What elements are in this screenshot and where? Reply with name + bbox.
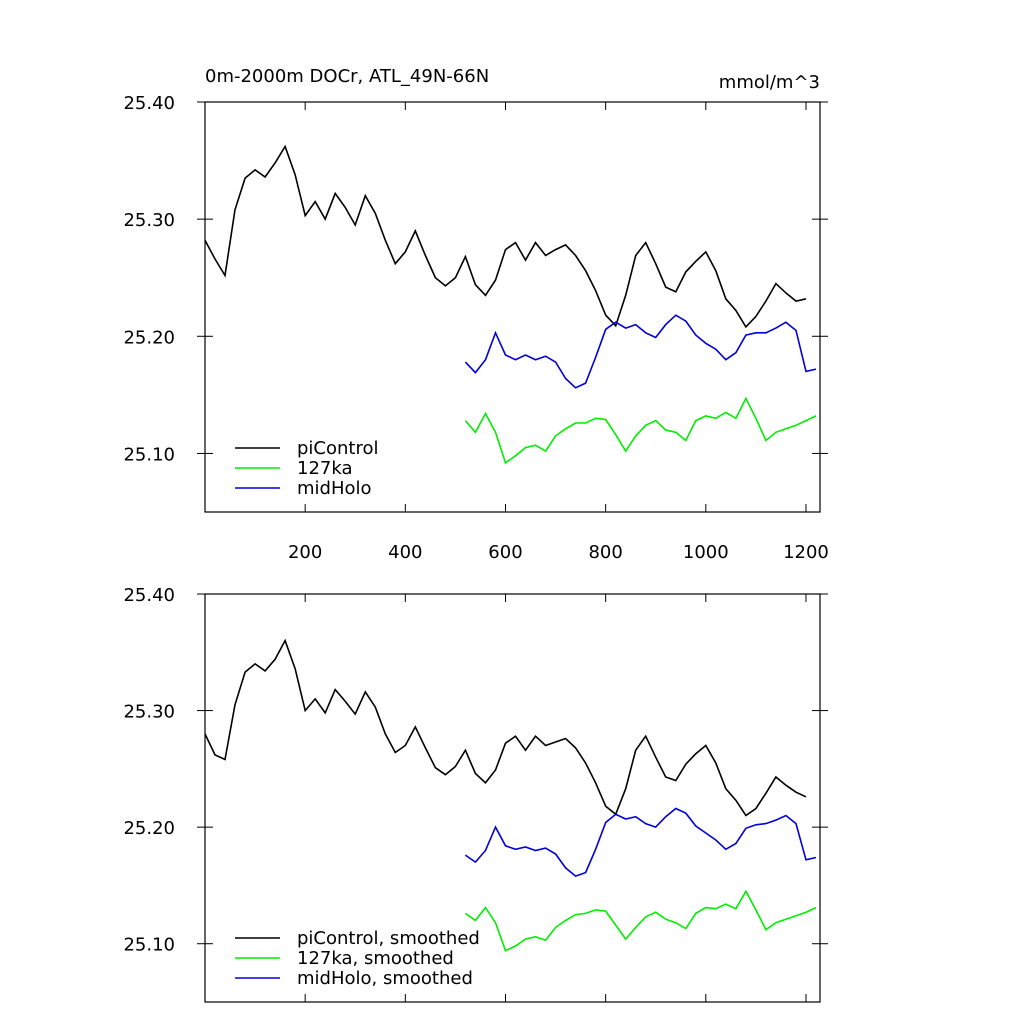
legend-label: midHolo (297, 478, 372, 499)
y-tick-label: 25.20 (123, 818, 175, 839)
series-line (204, 144, 807, 329)
series-line (464, 396, 817, 465)
series-line (204, 638, 807, 817)
y-tick-label: 25.20 (123, 327, 175, 348)
y-tick-label: 25.10 (123, 935, 175, 956)
chart-title: 0m-2000m DOCr, ATL_49N-66N (205, 66, 489, 87)
legend-label: midHolo, smoothed (297, 968, 473, 989)
x-tick-label: 1200 (783, 542, 829, 563)
plot-frame (204, 101, 821, 513)
legend-label: 127ka (297, 458, 353, 479)
y-tick-label: 25.10 (123, 444, 175, 465)
y-tick-label: 25.30 (123, 210, 175, 231)
x-tick-label: 600 (488, 542, 522, 563)
x-tick-label: 400 (388, 542, 422, 563)
plot-frame (204, 593, 821, 1003)
x-tick-label: 200 (288, 542, 322, 563)
y-tick-label: 25.30 (123, 702, 175, 723)
legend-label: piControl (297, 438, 379, 459)
series-line (464, 807, 817, 878)
x-tick-label: 1000 (683, 542, 729, 563)
series-line (464, 889, 817, 952)
x-tick-label: 800 (588, 542, 622, 563)
legend-label: 127ka, smoothed (297, 948, 454, 969)
legend-label: piControl, smoothed (297, 928, 480, 949)
series-line (464, 314, 817, 389)
units-label: mmol/m^3 (719, 72, 820, 93)
y-tick-label: 25.40 (123, 585, 175, 606)
y-tick-label: 25.40 (123, 93, 175, 114)
